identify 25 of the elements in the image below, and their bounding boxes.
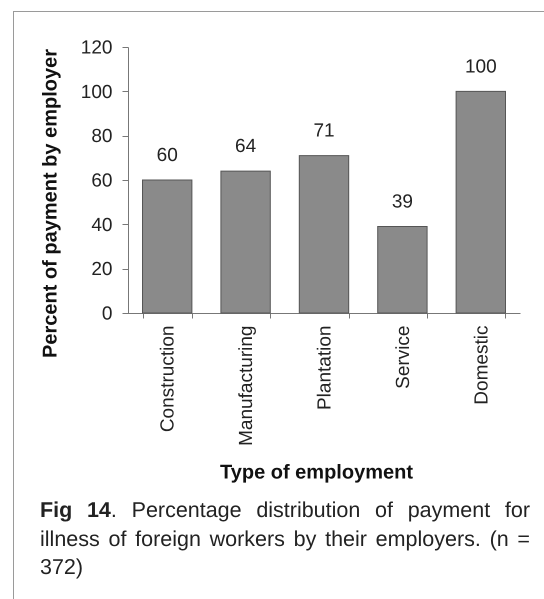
- y-tick-label: 80: [91, 126, 112, 148]
- data-label: 71: [313, 120, 335, 142]
- bar: [377, 226, 428, 314]
- x-tick-label: Domestic: [471, 326, 492, 405]
- x-axis-title: Type of employment: [220, 462, 414, 484]
- bar: [142, 180, 192, 314]
- data-label: 39: [392, 192, 413, 213]
- bar: [220, 170, 271, 314]
- data-label: 64: [235, 136, 257, 158]
- x-tick-label: Service: [392, 326, 414, 389]
- x-tick-label: Construction: [158, 326, 179, 432]
- y-tick-label: 100: [80, 82, 112, 103]
- y-tick-label: 60: [91, 170, 112, 192]
- bar: [456, 90, 506, 314]
- y-tick-label: 120: [80, 38, 112, 58]
- x-tick-label: Manufacturing: [236, 326, 258, 446]
- data-label: 100: [464, 56, 497, 78]
- x-tick-label: Plantation: [314, 326, 336, 410]
- y-axis-title: Percent of payment by employer: [40, 48, 62, 358]
- bar: [298, 155, 350, 314]
- y-tick-label: 20: [91, 259, 112, 280]
- y-tick-label: 40: [91, 214, 112, 236]
- y-tick-label: 0: [102, 304, 112, 324]
- data-label: 60: [156, 145, 178, 166]
- caption: Fig 14. Percentage distribution of payment for illness of foreign workers by their employers. (n = 372): [40, 497, 530, 581]
